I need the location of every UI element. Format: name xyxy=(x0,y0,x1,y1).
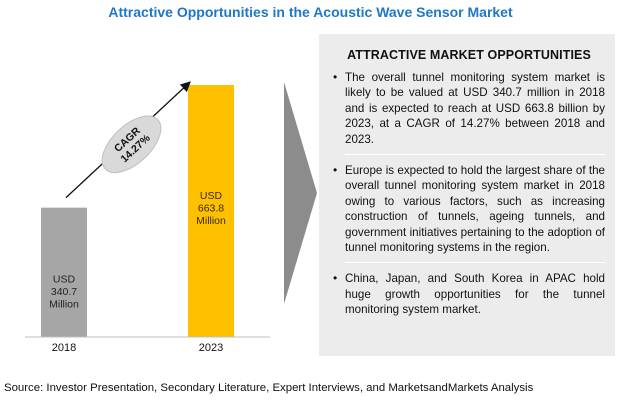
bar-value-label: USD 663.8 Million xyxy=(196,190,226,227)
opportunities-panel: ATTRACTIVE MARKET OPPORTUNITIES The over… xyxy=(319,34,615,356)
chart-title: Attractive Opportunities in the Acoustic… xyxy=(108,4,513,20)
pointer-arrow-shape xyxy=(284,82,317,304)
bar-2023 xyxy=(188,85,234,337)
cagr-badge xyxy=(101,115,162,174)
list-item: The overall tunnel monitoring system mar… xyxy=(333,70,605,156)
bar-2018 xyxy=(41,207,87,337)
opportunities-list: The overall tunnel monitoring system mar… xyxy=(333,70,605,325)
source-note: Source: Investor Presentation, Secondary… xyxy=(4,382,534,394)
x-tick-label: 2023 xyxy=(199,342,223,354)
bar-value-label: USD 340.7 Million xyxy=(49,273,79,310)
list-item: China, Japan, and South Korea in APAC ho… xyxy=(333,271,605,324)
list-item: Europe is expected to hold the largest s… xyxy=(333,163,605,264)
panel-heading: ATTRACTIVE MARKET OPPORTUNITIES xyxy=(347,48,591,62)
x-tick-label: 2018 xyxy=(52,342,76,354)
